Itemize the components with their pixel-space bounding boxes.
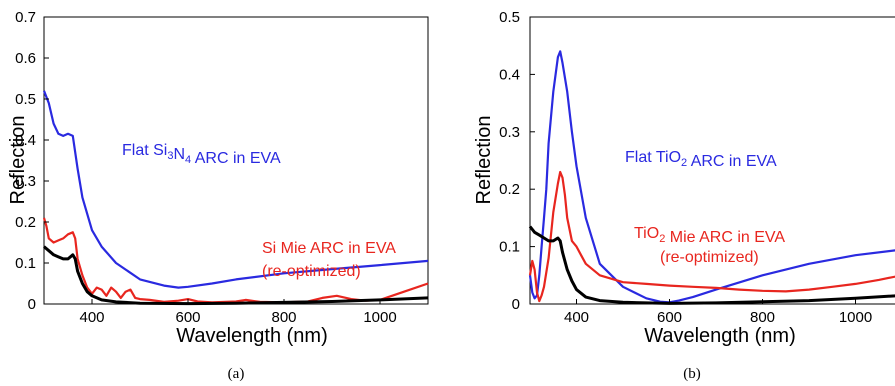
y-tick-label: 0.3 [15,173,36,190]
annotation-reoptimized: (re-optimized) [660,249,759,266]
y-tick-label: 0.4 [15,132,36,149]
annotation-flat-tio2: Flat TiO2 ARC in EVA [625,149,777,170]
series-layer [528,50,895,305]
x-ticks: 400 600 800 1000 [564,299,872,326]
x-tick-label: 400 [79,309,104,326]
y-tick-label: 0.5 [499,9,520,26]
y-tick-label: 0 [512,296,520,313]
y-tick-label: 0.4 [499,66,520,83]
y-tick-label: 0.6 [15,50,36,67]
y-ticks: 0 0.1 0.2 0.3 0.4 0.5 0.6 0.7 [15,9,49,313]
x-axis-label: Wavelength (nm) [644,325,796,347]
x-tick-label: 1000 [363,309,396,326]
black-curve [528,225,895,305]
panel-b: 400 600 800 1000 0 0.1 0.2 0.3 0.4 0.5 Wavelengt… [473,9,895,382]
x-tick-label: 800 [271,309,296,326]
y-tick-label: 0.2 [15,214,36,231]
series-layer [42,90,429,306]
y-axis-label: Reflection [7,116,29,205]
red-curve [42,217,429,304]
panel-caption: (a) [228,366,245,382]
y-tick-label: 0.5 [15,91,36,108]
y-tick-label: 0.2 [499,181,520,198]
y-tick-label: 0.1 [499,239,520,256]
panel-caption: (b) [683,366,701,382]
red-curve [528,170,895,303]
x-ticks: 400 600 800 1000 [79,299,397,326]
x-tick-label: 600 [657,309,682,326]
annotation-flat-si3n4: Flat Si3N4 ARC in EVA [122,142,281,167]
x-tick-label: 600 [175,309,200,326]
x-tick-label: 1000 [839,309,872,326]
y-tick-label: 0.3 [499,124,520,141]
x-tick-label: 800 [750,309,775,326]
blue-curve [42,90,429,289]
annotation-tio2-mie: TiO2 Mie ARC in EVA [634,225,785,246]
black-curve [43,245,429,306]
annotation-si-mie: Si Mie ARC in EVA [262,240,396,257]
y-tick-label: 0.1 [15,255,36,272]
annotation-reoptimized: (re-optimized) [262,263,361,280]
panel-a: 400 600 800 1000 0 0.1 0.2 0.3 0.4 0.5 0.6 0.7 Wav… [7,9,429,382]
y-axis-label: Reflection [473,116,495,205]
x-tick-label: 400 [564,309,589,326]
x-axis-label: Wavelength (nm) [176,325,328,347]
y-ticks: 0 0.1 0.2 0.3 0.4 0.5 [499,9,535,313]
y-tick-label: 0 [28,296,36,313]
y-tick-label: 0.7 [15,9,36,26]
blue-curve [528,50,895,304]
